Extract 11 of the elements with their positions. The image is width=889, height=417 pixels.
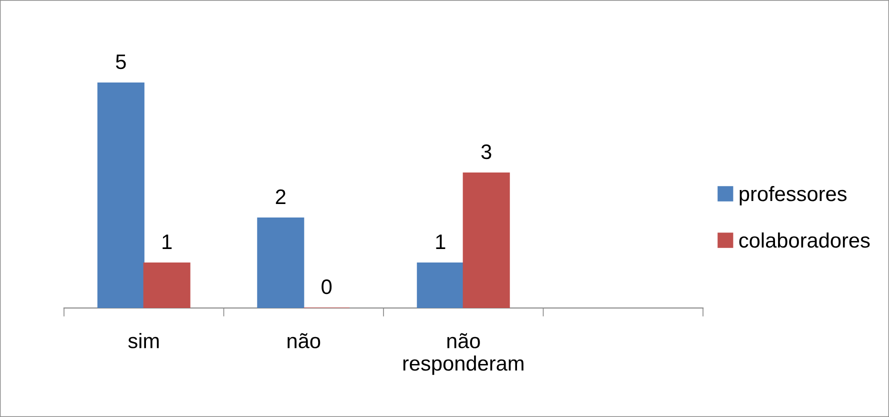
data-label: 1 [162, 234, 172, 249]
x-tick-label: sim [128, 333, 159, 348]
legend-label: professores [740, 186, 847, 206]
data-label: 2 [276, 189, 286, 204]
x-tick-label: não responderam [403, 333, 524, 375]
legend-label: colaboradores [739, 232, 870, 248]
data-label: 3 [481, 144, 492, 160]
data-label: 0 [322, 279, 332, 294]
x-tick-label: não [288, 333, 320, 348]
data-label: 1 [436, 234, 446, 249]
data-label: 5 [116, 54, 126, 70]
